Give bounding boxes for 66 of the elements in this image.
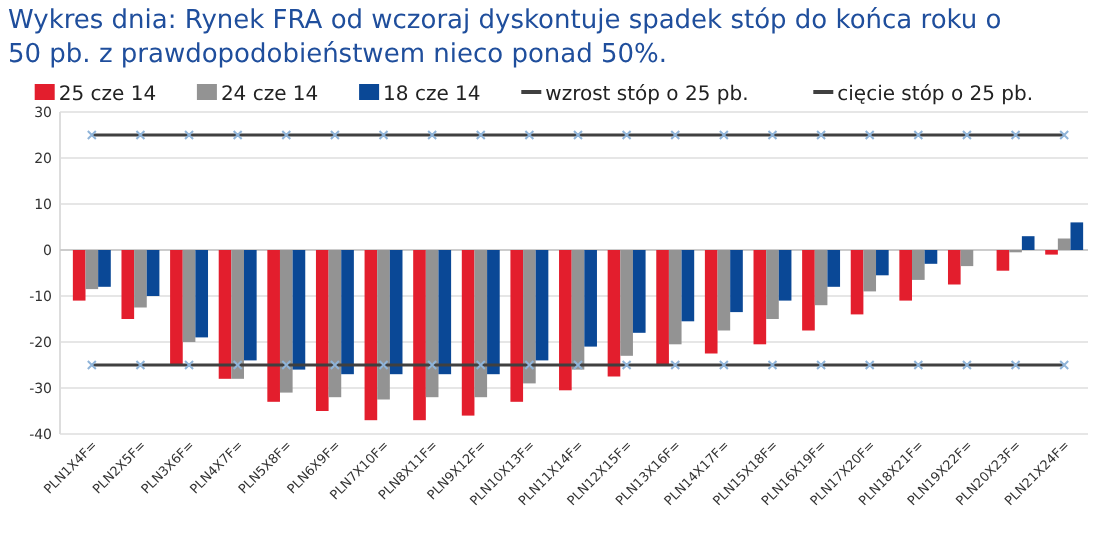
bar	[244, 250, 257, 361]
bar	[876, 250, 889, 276]
bar	[1021, 236, 1035, 250]
bar	[1070, 222, 1084, 250]
bar	[766, 250, 779, 319]
bar	[814, 250, 828, 306]
bar	[863, 250, 877, 292]
bar	[425, 250, 439, 398]
bar	[267, 250, 280, 402]
chart-title: Wykres dnia: Rynek FRA od wczoraj dyskontuje spadek stóp do końca roku o 50 pb. z prawdopodobieństwem nieco ponad 50%.	[8, 6, 1002, 70]
bar	[510, 250, 524, 402]
bar	[717, 250, 731, 331]
bar	[315, 250, 329, 411]
bar	[960, 250, 974, 267]
bar	[924, 250, 938, 264]
bar	[730, 250, 743, 313]
bar	[632, 250, 646, 333]
bar	[364, 250, 378, 421]
bar	[413, 250, 426, 421]
bar	[134, 250, 147, 308]
bar	[170, 250, 183, 365]
bar	[753, 250, 767, 345]
bar	[523, 250, 536, 384]
bar	[656, 250, 669, 365]
legend-label: wzrost stóp o 25 pb.	[545, 84, 749, 106]
bar	[850, 250, 864, 315]
bar	[218, 250, 232, 379]
bar	[146, 250, 160, 296]
bar	[535, 250, 549, 361]
bar	[279, 250, 293, 393]
bar	[231, 250, 244, 379]
legend-label: 25 cze 14	[58, 84, 157, 106]
bar	[827, 250, 841, 287]
bar	[947, 250, 961, 285]
bar	[912, 250, 925, 280]
bar	[121, 250, 135, 319]
bar	[802, 250, 815, 331]
bar	[328, 250, 342, 398]
bar	[182, 250, 196, 342]
bar	[461, 250, 475, 416]
bar	[487, 250, 500, 375]
bar	[681, 250, 695, 322]
bar	[620, 250, 633, 356]
bar	[195, 250, 209, 338]
bar	[341, 250, 354, 375]
bar	[438, 250, 452, 375]
legend-label: cięcie stóp o 25 pb.	[837, 84, 1034, 106]
bar	[85, 250, 99, 290]
bar	[1057, 238, 1071, 250]
legend-label: 18 cze 14	[383, 84, 481, 106]
bar	[996, 250, 1010, 271]
legend-label: 24 cze 14	[220, 84, 319, 106]
bar	[72, 250, 86, 301]
bar	[559, 250, 572, 391]
bar	[668, 250, 682, 345]
bar	[474, 250, 488, 398]
bar	[389, 250, 403, 375]
bar	[899, 250, 912, 301]
bar	[292, 250, 306, 370]
bar	[607, 250, 621, 377]
bar	[571, 250, 585, 370]
bar	[704, 250, 718, 354]
bar	[98, 250, 111, 287]
bar	[584, 250, 597, 347]
bar	[778, 250, 792, 301]
bar	[377, 250, 390, 400]
